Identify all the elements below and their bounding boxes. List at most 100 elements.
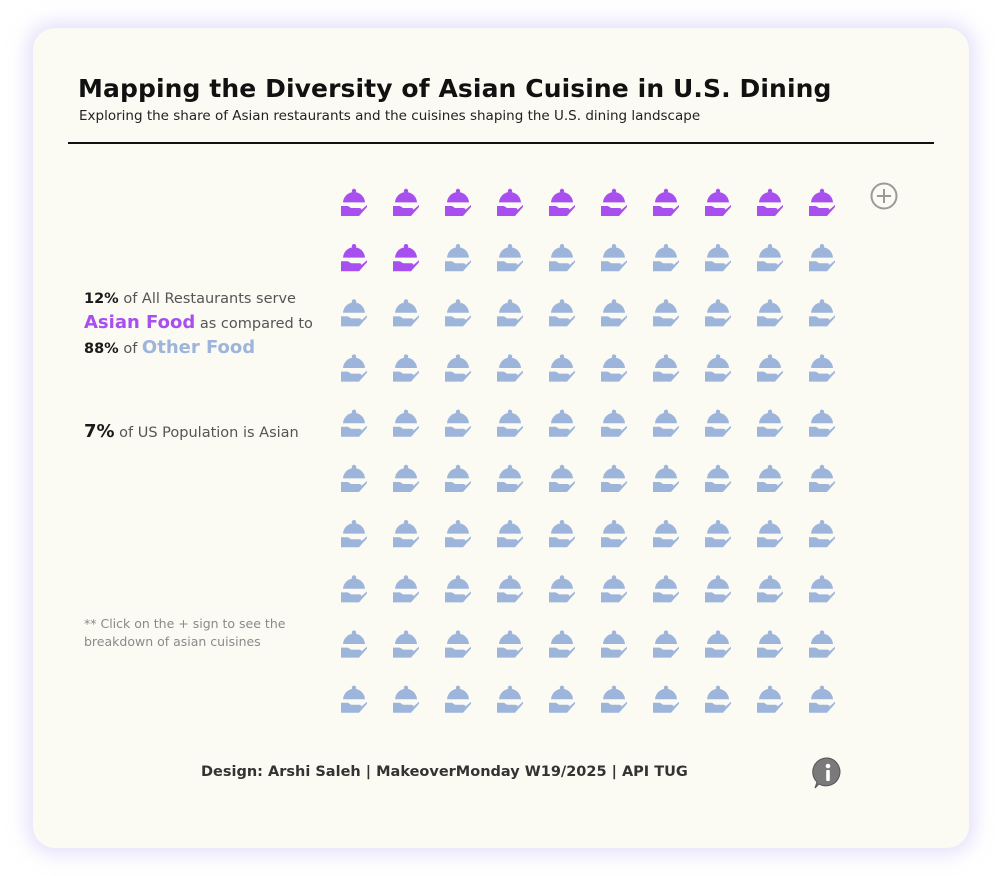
waffle-cell-other xyxy=(393,685,419,713)
waffle-cell-other xyxy=(653,354,679,382)
waffle-cell-other xyxy=(497,409,523,437)
waffle-cell-other xyxy=(809,685,835,713)
waffle-cell-asian xyxy=(393,244,419,272)
waffle-cell-other xyxy=(341,520,367,548)
waffle-cell-other xyxy=(705,354,731,382)
waffle-cell-other xyxy=(497,630,523,658)
other-share-value: 88% xyxy=(84,341,119,357)
waffle-cell-other xyxy=(497,244,523,272)
waffle-cell-other xyxy=(809,575,835,603)
page-subtitle: Exploring the share of Asian restaurants… xyxy=(79,108,701,124)
waffle-cell-asian xyxy=(653,188,679,216)
waffle-cell-other xyxy=(757,409,783,437)
waffle-cell-other xyxy=(601,409,627,437)
waffle-cell-asian xyxy=(341,188,367,216)
waffle-cell-asian xyxy=(705,188,731,216)
waffle-cell-asian xyxy=(497,188,523,216)
waffle-cell-other xyxy=(705,409,731,437)
waffle-cell-other xyxy=(601,299,627,327)
asian-food-label: Asian Food xyxy=(84,312,196,333)
waffle-cell-other xyxy=(497,575,523,603)
population-share-value: 7% xyxy=(84,421,115,442)
waffle-cell-asian xyxy=(809,188,835,216)
waffle-cell-other xyxy=(757,575,783,603)
design-credit: Design: Arshi Saleh | MakeoverMonday W19… xyxy=(201,764,688,780)
waffle-cell-other xyxy=(653,685,679,713)
restaurant-share-stats: 12% of All Restaurants serve Asian Food … xyxy=(84,287,313,361)
waffle-cell-other xyxy=(705,520,731,548)
waffle-chart xyxy=(341,188,835,713)
waffle-cell-other xyxy=(809,520,835,548)
waffle-cell-other xyxy=(497,354,523,382)
waffle-cell-other xyxy=(601,520,627,548)
asian-share-value: 12% xyxy=(84,291,119,307)
info-icon[interactable] xyxy=(810,755,846,791)
waffle-cell-other xyxy=(757,244,783,272)
waffle-cell-other xyxy=(445,575,471,603)
waffle-cell-other xyxy=(393,464,419,492)
waffle-cell-other xyxy=(809,354,835,382)
waffle-cell-other xyxy=(549,409,575,437)
waffle-cell-other xyxy=(445,630,471,658)
waffle-cell-other xyxy=(341,354,367,382)
waffle-cell-other xyxy=(757,464,783,492)
waffle-cell-other xyxy=(757,354,783,382)
waffle-cell-other xyxy=(809,630,835,658)
waffle-cell-other xyxy=(705,464,731,492)
waffle-cell-other xyxy=(341,575,367,603)
page-title: Mapping the Diversity of Asian Cuisine i… xyxy=(78,74,832,103)
waffle-cell-other xyxy=(757,520,783,548)
waffle-cell-other xyxy=(549,244,575,272)
waffle-cell-other xyxy=(549,520,575,548)
waffle-cell-other xyxy=(445,464,471,492)
waffle-cell-other xyxy=(757,685,783,713)
waffle-cell-other xyxy=(601,464,627,492)
waffle-cell-other xyxy=(601,575,627,603)
title-divider xyxy=(68,142,934,144)
waffle-cell-other xyxy=(341,409,367,437)
waffle-cell-other xyxy=(601,354,627,382)
waffle-cell-other xyxy=(549,575,575,603)
waffle-cell-other xyxy=(653,630,679,658)
waffle-cell-other xyxy=(653,244,679,272)
waffle-cell-other xyxy=(497,299,523,327)
other-food-label: Other Food xyxy=(141,337,256,358)
waffle-cell-asian xyxy=(341,244,367,272)
waffle-cell-other xyxy=(653,409,679,437)
plus-circle-icon[interactable] xyxy=(869,181,899,211)
waffle-cell-other xyxy=(705,244,731,272)
waffle-cell-other xyxy=(809,244,835,272)
waffle-cell-other xyxy=(393,354,419,382)
waffle-cell-asian xyxy=(393,188,419,216)
waffle-cell-asian xyxy=(549,188,575,216)
waffle-cell-other xyxy=(393,575,419,603)
waffle-cell-other xyxy=(549,685,575,713)
stats-line-3: 88% of Other Food xyxy=(84,336,313,361)
waffle-cell-other xyxy=(601,685,627,713)
waffle-cell-other xyxy=(653,299,679,327)
waffle-cell-other xyxy=(601,244,627,272)
stats-line-1-text: of All Restaurants serve xyxy=(123,291,296,307)
waffle-cell-other xyxy=(809,464,835,492)
waffle-cell-other xyxy=(445,520,471,548)
waffle-cell-asian xyxy=(445,188,471,216)
waffle-cell-other xyxy=(497,464,523,492)
waffle-cell-other xyxy=(445,354,471,382)
waffle-cell-other xyxy=(705,685,731,713)
waffle-cell-other xyxy=(601,630,627,658)
waffle-cell-other xyxy=(757,299,783,327)
click-hint-note: ** Click on the + sign to see the breakd… xyxy=(84,616,286,649)
waffle-cell-other xyxy=(341,685,367,713)
waffle-cell-other xyxy=(653,575,679,603)
waffle-cell-other xyxy=(341,464,367,492)
waffle-cell-other xyxy=(705,630,731,658)
waffle-cell-other xyxy=(393,409,419,437)
waffle-cell-other xyxy=(653,520,679,548)
waffle-cell-other xyxy=(393,520,419,548)
population-stat: 7% of US Population is Asian xyxy=(84,421,299,442)
waffle-cell-other xyxy=(705,575,731,603)
waffle-cell-other xyxy=(549,354,575,382)
waffle-cell-other xyxy=(549,299,575,327)
waffle-cell-other xyxy=(341,630,367,658)
waffle-cell-asian xyxy=(757,188,783,216)
